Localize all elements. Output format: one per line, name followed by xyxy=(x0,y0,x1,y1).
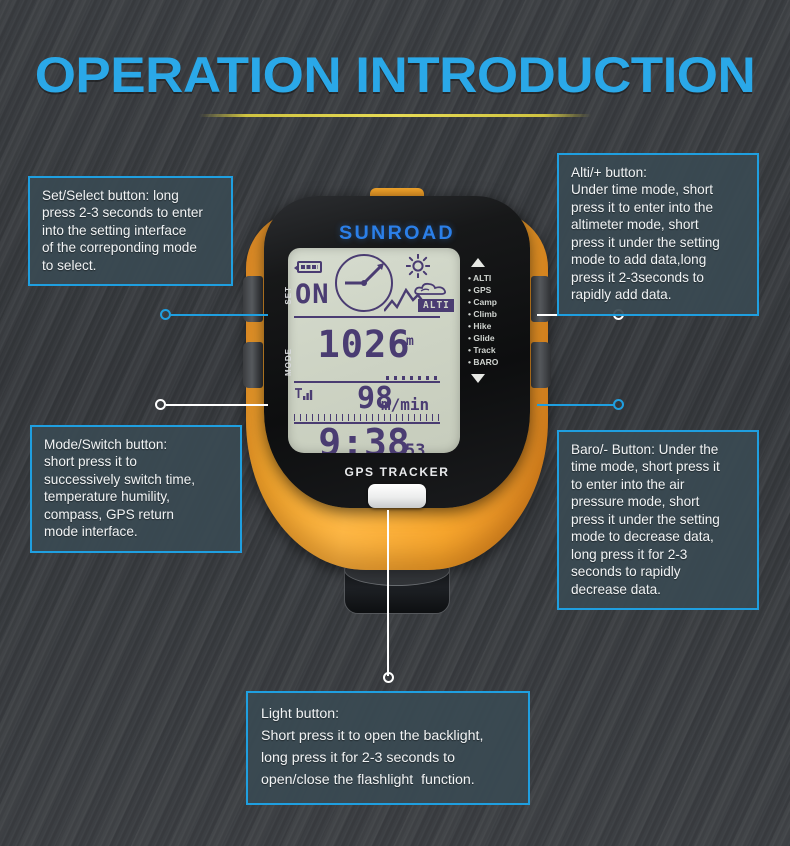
mode-switch-button[interactable] xyxy=(243,342,263,388)
alti-plus-button[interactable] xyxy=(531,276,551,322)
lcd-speed-value: 98 xyxy=(356,381,394,416)
header: OPERATION INTRODUCTION xyxy=(0,50,790,117)
connector-dot-set xyxy=(160,309,171,320)
lcd-divider-2 xyxy=(294,381,440,383)
callout-light: Light button: Short press it to open the … xyxy=(246,691,530,805)
title-underline xyxy=(199,114,591,117)
callout-line: rapidly add data. xyxy=(571,287,672,303)
mode-item-4: Hike xyxy=(468,320,510,332)
callout-line: short press it to xyxy=(44,454,137,470)
lcd-altitude-unit: m xyxy=(406,334,414,349)
mode-item-0: ALTI xyxy=(468,272,510,284)
mode-item-5: Glide xyxy=(468,332,510,344)
callout-line: Alti/+ button: xyxy=(571,165,647,180)
scroll-up-triangle-icon xyxy=(471,258,485,267)
mode-item-1: GPS xyxy=(468,284,510,296)
connector-dot-mode xyxy=(155,399,166,410)
callout-line: press it under the setting xyxy=(571,511,720,527)
callout-line: Baro/- Button: Under the xyxy=(571,442,719,457)
callout-line: successively switch time, xyxy=(44,471,196,487)
compass-icon xyxy=(335,254,393,312)
lcd-progress-dots xyxy=(386,376,440,380)
mode-item-3: Climb xyxy=(468,308,510,320)
connector-line-baro xyxy=(537,404,615,406)
callout-line: press it 2-3seconds to xyxy=(571,269,704,285)
callout-line: mode to decrease data, xyxy=(571,529,714,545)
callout-line: decrease data. xyxy=(571,581,661,597)
lcd-divider-3 xyxy=(294,422,440,424)
lcd-time-value: 9:38 xyxy=(318,421,410,453)
callout-line: into the setting interface xyxy=(42,222,187,238)
device-model-text: GPS TRACKER xyxy=(344,465,450,479)
callout-line: Light button: xyxy=(261,706,340,722)
callout-line: mode interface. xyxy=(44,524,138,540)
mode-button-label: MODE xyxy=(284,348,293,376)
callout-line: temperature humility, xyxy=(44,489,170,505)
callout-baro-minus: Baro/- Button: Under the time mode, short… xyxy=(557,430,759,611)
callout-line: Under time mode, short xyxy=(571,182,714,198)
callout-line: to select. xyxy=(42,257,97,273)
sun-icon xyxy=(406,254,430,278)
battery-icon xyxy=(294,261,322,273)
set-button-label: SET xyxy=(284,286,293,305)
connector-dot-baro xyxy=(613,399,624,410)
lcd-seconds-value: 53 xyxy=(405,441,426,453)
callout-line: open/close the flashlight function. xyxy=(261,772,475,788)
lcd-tick-ruler xyxy=(294,414,440,421)
mode-item-6: Track xyxy=(468,344,510,356)
light-button[interactable] xyxy=(368,484,426,508)
brand-logo: SUNROAD xyxy=(339,223,455,244)
lcd-screen: ON ALTI 1026 xyxy=(288,248,460,453)
lcd-altitude-value: 1026 xyxy=(317,323,411,366)
cloud-icon xyxy=(414,282,447,295)
callout-line: of the correponding mode xyxy=(42,240,197,256)
page-title: OPERATION INTRODUCTION xyxy=(34,47,756,103)
callout-line: long press it for 2-3 xyxy=(571,546,688,562)
mode-item-7: BARO xyxy=(468,356,510,368)
connector-line-mode xyxy=(166,404,268,406)
lcd-mode-badge: ALTI xyxy=(418,299,454,312)
callout-line: press it to enter into the xyxy=(571,199,714,215)
signal-icon xyxy=(295,388,313,400)
connector-dot-light xyxy=(383,672,394,683)
callout-line: mode to add data,long xyxy=(571,252,707,268)
callout-set-select: Set/Select button: long press 2-3 seconds… xyxy=(28,176,233,287)
scroll-down-triangle-icon xyxy=(471,373,485,383)
lcd-speed-unit: m/min xyxy=(381,395,430,414)
callout-line: press it under the setting xyxy=(571,234,720,250)
set-select-button[interactable] xyxy=(243,276,263,322)
callout-line: Set/Select button: long xyxy=(42,188,179,203)
baro-minus-button[interactable] xyxy=(531,342,551,388)
callout-line: seconds to rapidly xyxy=(571,564,681,580)
callout-line: pressure mode, short xyxy=(571,494,700,510)
lcd-divider-1 xyxy=(294,316,440,318)
callout-line: Short press it to open the backlight, xyxy=(261,728,484,744)
mountain-icon xyxy=(384,288,430,312)
connector-line-light xyxy=(387,510,389,676)
callout-alti-plus: Alti/+ button: Under time mode, short pres… xyxy=(557,153,759,316)
callout-line: Mode/Switch button: xyxy=(44,437,168,452)
connector-line-set xyxy=(170,314,268,316)
callout-line: altimeter mode, short xyxy=(571,217,699,233)
callout-mode-switch: Mode/Switch button: short press it to succ… xyxy=(30,425,242,553)
lcd-status-text: ON xyxy=(295,279,330,310)
gps-tracker-device: SUNROAD SET MODE ON xyxy=(232,182,562,632)
mode-item-2: Camp xyxy=(468,296,510,308)
callout-line: to enter into the air xyxy=(571,476,685,492)
callout-line: press 2-3 seconds to enter xyxy=(42,205,203,221)
callout-line: compass, GPS return xyxy=(44,506,174,522)
callout-line: long press it for 2-3 seconds to xyxy=(261,750,455,766)
mode-indicator-list: ALTI GPS Camp Climb Hike Glide Track BAR… xyxy=(468,258,510,448)
compass-needle-icon xyxy=(345,263,384,286)
callout-line: time mode, short press it xyxy=(571,459,720,475)
